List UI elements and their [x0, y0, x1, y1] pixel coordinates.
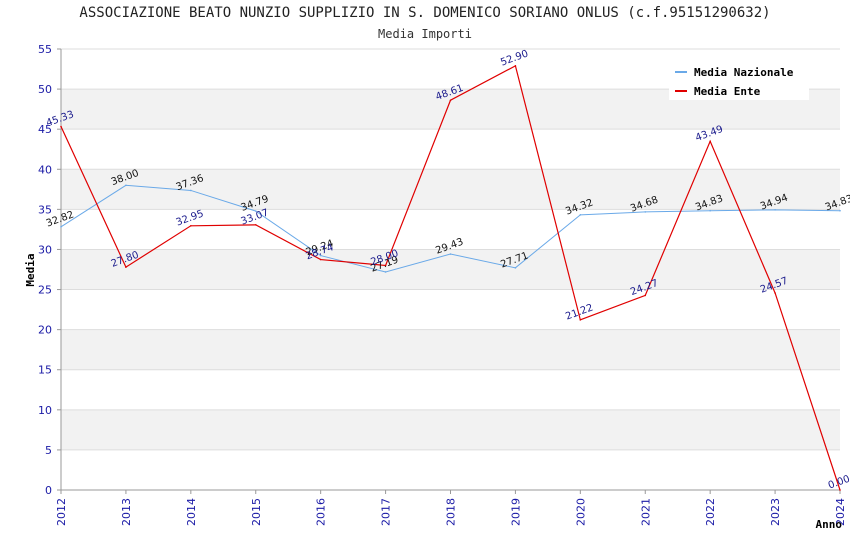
x-tick-label: 2015	[250, 498, 263, 526]
point-media-ente	[774, 292, 776, 294]
point-media-ente	[60, 125, 62, 128]
x-tick-label: 2021	[639, 498, 652, 526]
legend-label-media-nazionale: Media Nazionale	[694, 66, 794, 79]
data-label-media-ente: 52.90	[499, 48, 530, 68]
x-tick-label: 2014	[185, 498, 198, 526]
point-media-ente	[579, 319, 582, 321]
grid-band	[61, 249, 840, 290]
chart-title: ASSOCIAZIONE BEATO NUNZIO SUPPLIZIO IN S…	[79, 5, 771, 21]
point-media-ente	[254, 224, 257, 226]
grid-band	[61, 409, 840, 450]
y-axis-title: Media	[24, 253, 37, 286]
x-axis-ticks: 2012 2013 2014 2015 2016 2017 2018 2019 2020 2021…	[55, 490, 847, 526]
y-tick-label: 5	[45, 444, 52, 457]
y-tick-label: 55	[38, 43, 52, 56]
grid-bands	[61, 89, 840, 450]
x-axis-title: Anno	[816, 518, 843, 531]
y-tick-label: 0	[45, 484, 52, 497]
point-media-ente	[125, 266, 127, 268]
point-media-ente	[190, 225, 192, 227]
x-tick-label: 2024	[834, 498, 847, 526]
point-media-nazionale	[319, 254, 322, 257]
point-media-ente	[449, 99, 452, 102]
y-tick-label: 35	[38, 203, 52, 216]
y-axis-ticks: 0 5 10 15 20 25 30 35 40 45 50 55	[38, 43, 61, 497]
y-tick-label: 40	[38, 163, 52, 176]
y-tick-label: 20	[38, 324, 52, 337]
x-tick-label: 2012	[55, 498, 68, 526]
point-media-nazionale	[774, 209, 776, 211]
x-tick-label: 2023	[769, 498, 782, 526]
data-label-media-ente: 0.00	[827, 474, 850, 492]
point-media-nazionale	[514, 267, 517, 269]
chart-subtitle: Media Importi	[378, 27, 472, 41]
x-tick-label: 2019	[509, 498, 522, 526]
point-media-nazionale	[839, 209, 841, 212]
x-tick-label: 2018	[445, 498, 458, 526]
data-label-media-ente: 21.22	[564, 302, 595, 322]
x-tick-label: 2020	[574, 498, 587, 526]
x-tick-label: 2013	[120, 498, 133, 526]
legend: Media Nazionale Media Ente	[669, 60, 809, 100]
point-media-nazionale	[125, 184, 127, 187]
point-media-nazionale	[709, 209, 711, 212]
point-media-nazionale	[644, 211, 647, 213]
point-media-nazionale	[579, 214, 582, 216]
y-tick-label: 10	[38, 404, 52, 417]
y-tick-label: 50	[38, 83, 52, 96]
x-tick-label: 2016	[315, 498, 328, 526]
point-media-ente	[644, 294, 647, 297]
point-media-nazionale	[254, 210, 257, 212]
point-media-ente	[839, 489, 841, 491]
point-media-ente	[319, 258, 322, 261]
point-media-nazionale	[449, 253, 452, 255]
y-tick-label: 30	[38, 243, 52, 256]
y-tick-label: 15	[38, 364, 52, 377]
y-tick-label: 25	[38, 284, 52, 297]
grid-band	[61, 169, 840, 210]
point-media-nazionale	[190, 189, 192, 192]
y-tick-label: 45	[38, 123, 52, 136]
legend-label-media-ente: Media Ente	[694, 85, 761, 98]
grid-band	[61, 329, 840, 370]
point-media-ente	[709, 140, 711, 143]
x-tick-label: 2017	[380, 498, 393, 526]
point-media-ente	[514, 65, 517, 67]
series-group	[60, 64, 841, 491]
x-tick-label: 2022	[704, 498, 717, 526]
point-media-nazionale	[60, 226, 62, 228]
legend-background	[669, 60, 809, 100]
point-media-ente	[384, 264, 387, 267]
point-media-nazionale	[384, 271, 387, 273]
